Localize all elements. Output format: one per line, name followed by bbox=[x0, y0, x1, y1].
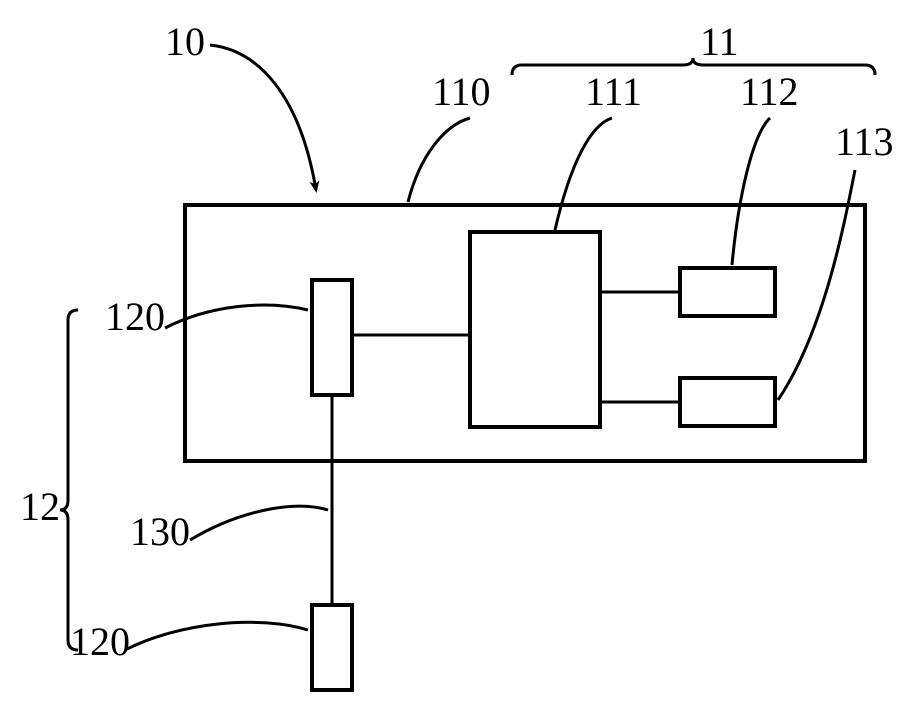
label-120-top: 120 bbox=[105, 294, 165, 339]
label-111: 111 bbox=[585, 69, 642, 114]
lead-10 bbox=[210, 45, 316, 190]
block-120-top bbox=[312, 280, 352, 395]
block-113 bbox=[680, 378, 775, 426]
block-111 bbox=[470, 232, 600, 427]
label-120-bottom: 120 bbox=[70, 619, 130, 664]
lead-130 bbox=[190, 506, 328, 540]
outer-box bbox=[185, 205, 865, 461]
lead-120-bottom bbox=[125, 622, 308, 650]
lead-110 bbox=[408, 118, 470, 202]
diagram-canvas: 10 11 110 111 112 113 120 12 130 120 bbox=[0, 0, 923, 717]
lead-112 bbox=[732, 118, 770, 265]
block-112 bbox=[680, 268, 775, 316]
label-112: 112 bbox=[740, 69, 799, 114]
brace-12 bbox=[60, 310, 78, 650]
label-110: 110 bbox=[432, 69, 491, 114]
label-12: 12 bbox=[20, 484, 60, 529]
label-11: 11 bbox=[700, 19, 739, 64]
lead-111 bbox=[555, 118, 612, 230]
label-10: 10 bbox=[165, 19, 205, 64]
label-130: 130 bbox=[130, 509, 190, 554]
block-120-bottom bbox=[312, 605, 352, 690]
brace-11 bbox=[512, 58, 875, 75]
label-113: 113 bbox=[835, 119, 894, 164]
